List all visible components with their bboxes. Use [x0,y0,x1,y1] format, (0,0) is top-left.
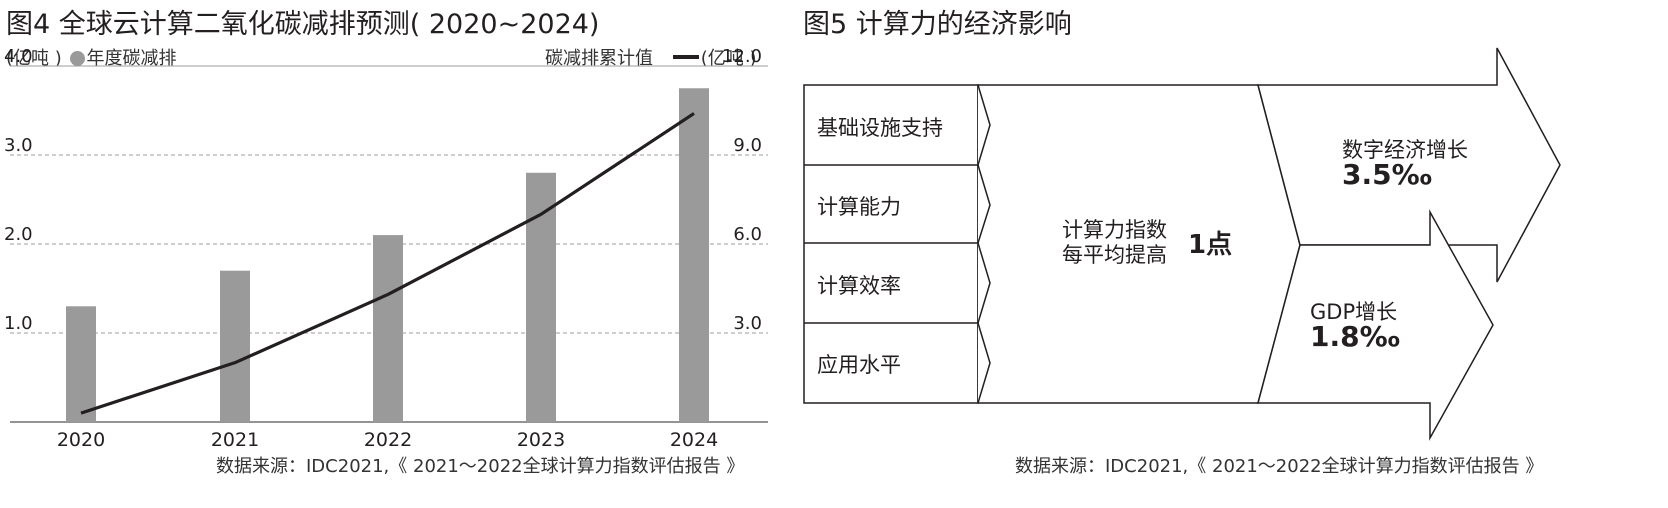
left-tick-label: 2.0 [4,224,33,245]
factor-application-level: 应用水平 [817,353,901,377]
digital-economy-label: 数字经济增长 [1342,138,1468,162]
factor-chevron-2 [977,164,991,244]
line-legend-swatch [672,55,699,59]
center-line1: 计算力指数 [1062,218,1167,242]
x-tick-label: 2023 [517,429,565,451]
x-tick-label: 2021 [211,429,259,451]
right-tick-label: 3.0 [733,313,762,334]
factor-chevron-1 [977,84,991,166]
factor-computing-power: 计算能力 [817,195,901,219]
right-axis-unit: (亿吨 ) [700,48,757,69]
bar-2020 [66,306,96,422]
left-axis-unit: (亿吨 ) [6,48,62,69]
x-tick-label: 2022 [364,429,412,451]
bar-legend-label: 年度碳减排 [86,48,177,69]
bar-2021 [220,270,250,422]
factor-column [803,84,979,404]
bar-2022 [373,235,403,422]
center-value: 1点 [1188,230,1233,260]
figure4-title: 图4 全球云计算二氧化碳减排预测( 2020~2024) [6,9,600,40]
right-tick-label: 9.0 [733,135,762,156]
x-tick-label: 2024 [670,429,718,451]
combo-chart: 1.0 2.0 3.0 4.0 3.0 6.0 9.0 12.0 2020 2021 2022 202… [4,46,768,451]
factor-computing-efficiency: 计算效率 [817,274,901,298]
digital-economy-value: 3.5‰ [1342,158,1432,191]
gdp-arrow [1257,209,1494,441]
left-tick-label: 4.0 [4,46,33,67]
gdp-value: 1.8‰ [1310,320,1400,353]
figure5-source: 数据来源：IDC2021,《 2021～2022全球计算力指数评估报告 》 [1015,456,1544,477]
left-tick-label: 1.0 [4,313,33,334]
figure5-title: 图5 计算力的经济影响 [803,9,1072,40]
center-text: 计算力指数 每平均提高 [1062,218,1167,268]
factor-infrastructure: 基础设施支持 [817,116,943,140]
factor-chevron-3 [977,242,991,324]
right-tick-label: 6.0 [733,224,762,245]
factor-chevron-4 [977,322,991,404]
bar-2024 [679,88,709,422]
left-tick-label: 3.0 [4,135,33,156]
x-tick-label: 2020 [57,429,105,451]
center-line2: 每平均提高 [1062,243,1167,267]
line-legend-label: 碳减排累计值 [545,48,653,69]
cumulative-line [80,112,695,415]
right-tick-label: 12.0 [722,46,762,67]
right-legend: 碳减排累计值 (亿吨 ) [545,44,757,70]
figure4-source: 数据来源：IDC2021,《 2021～2022全球计算力指数评估报告 》 [216,456,745,477]
bar-legend-swatch [69,51,85,66]
left-legend: (亿吨 ) 年度碳减排 [6,44,177,70]
gdp-label: GDP增长 [1310,300,1398,324]
